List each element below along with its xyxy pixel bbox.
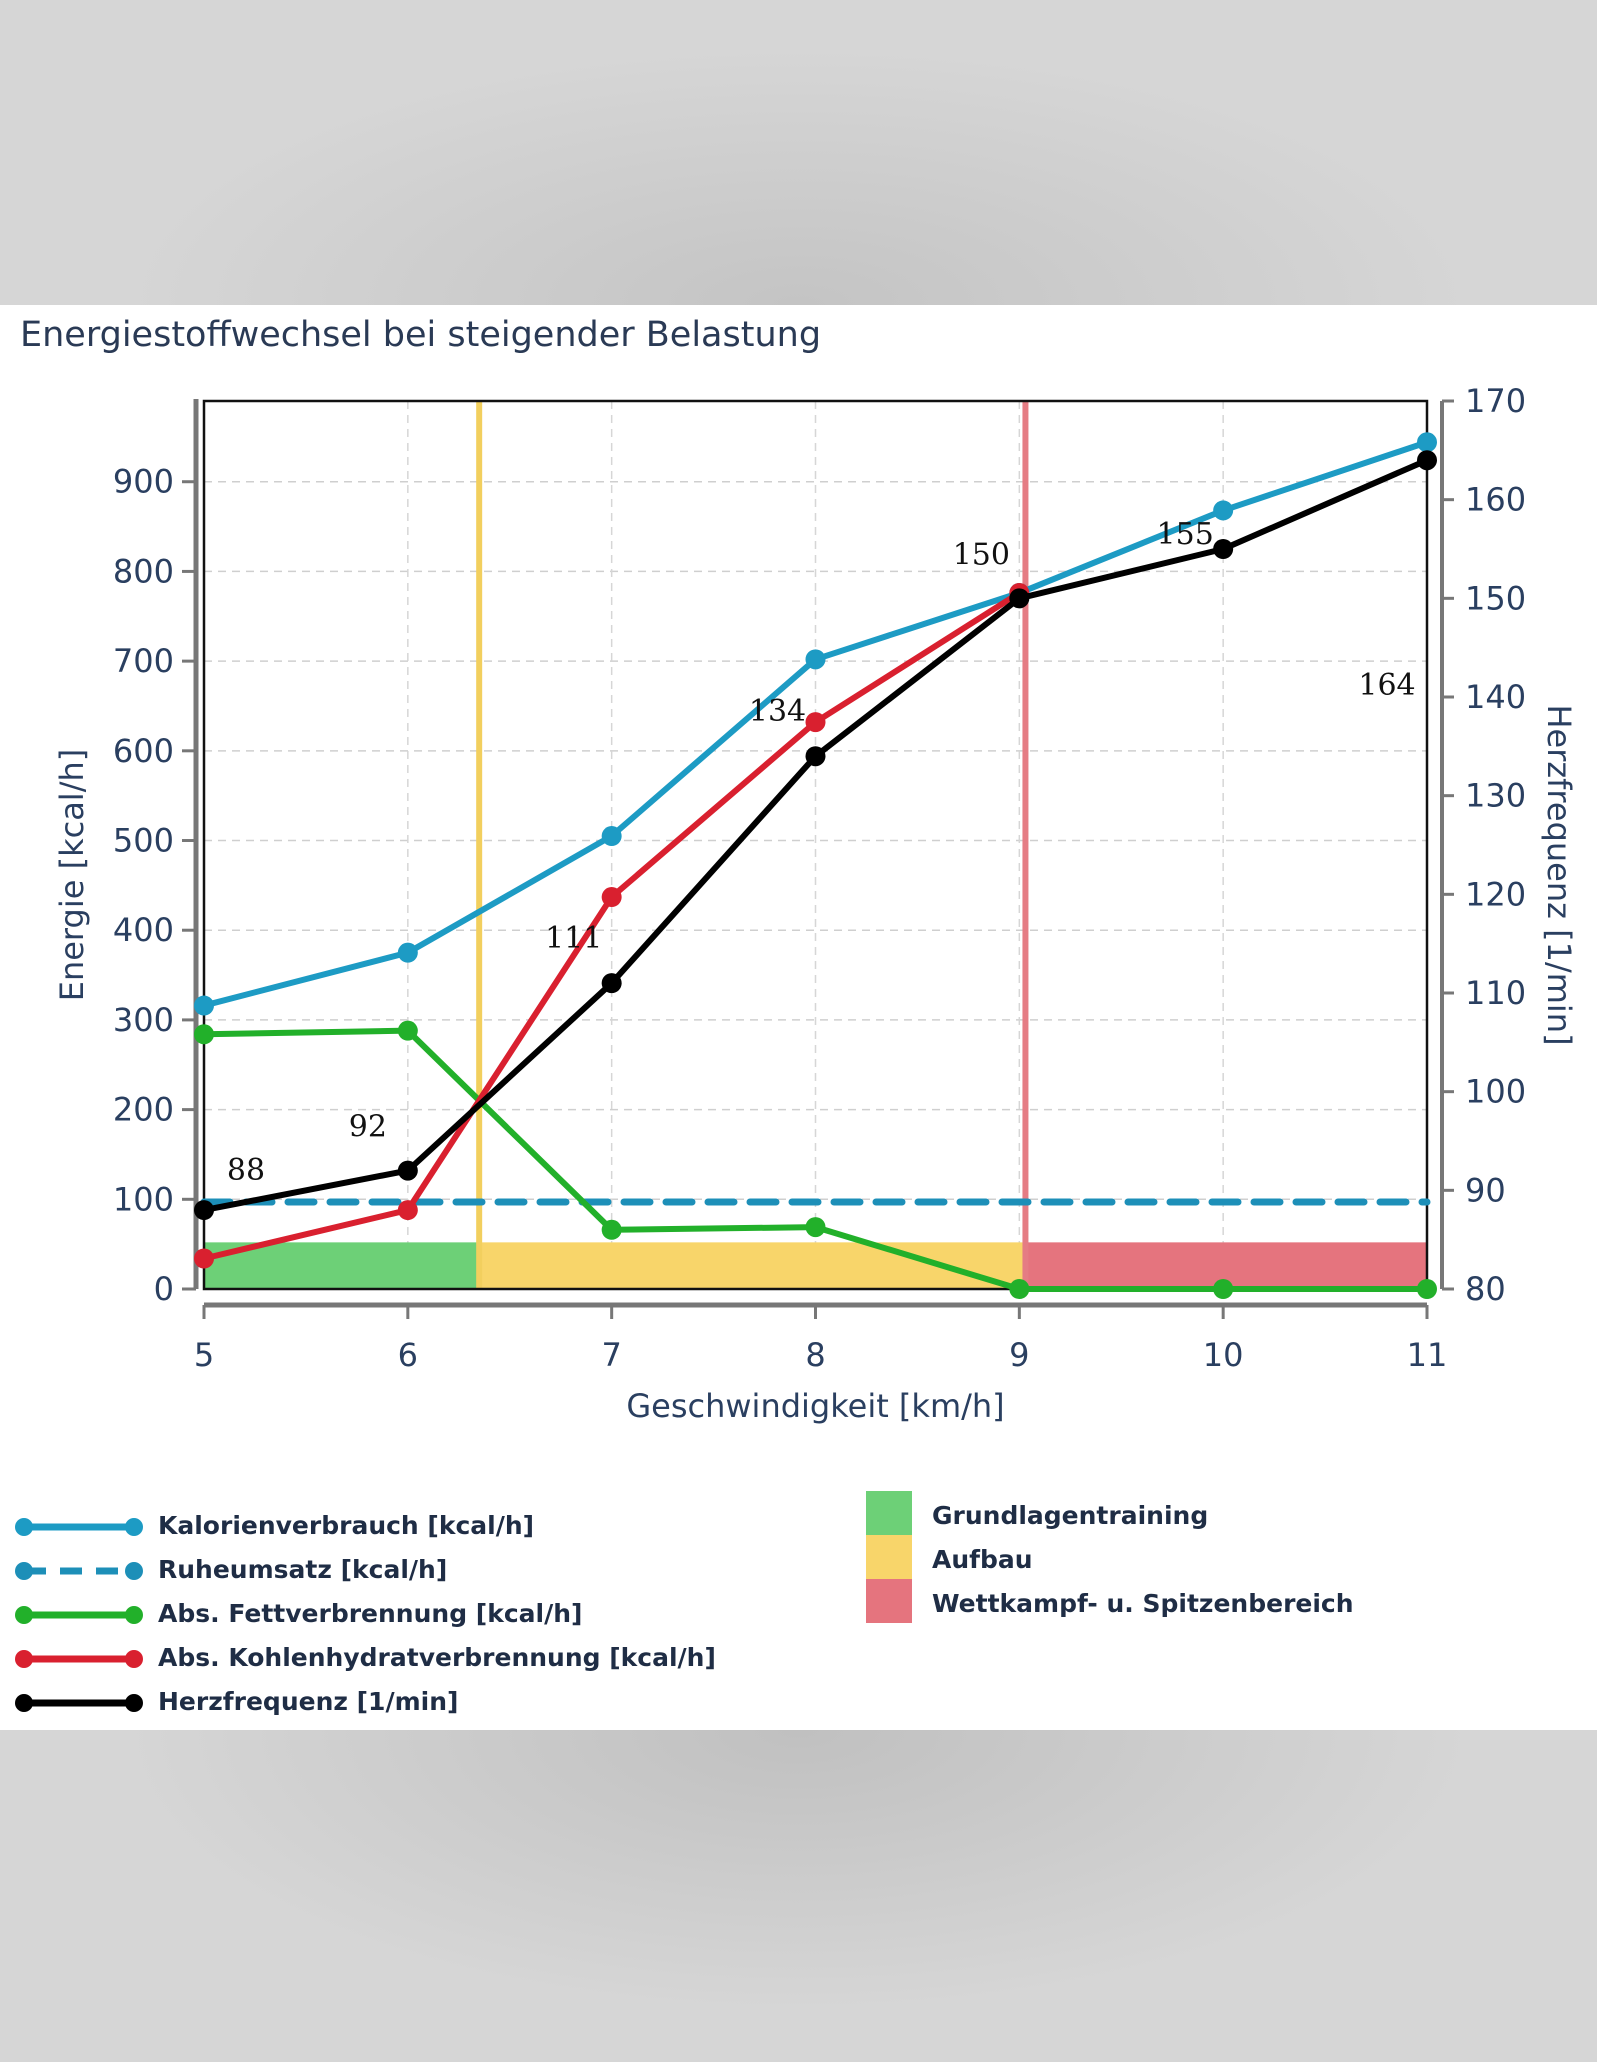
x-tick-label: 5 (194, 1336, 214, 1374)
data-point-0 (1213, 500, 1234, 521)
background-bottom (0, 1730, 1597, 2062)
data-point-2 (1009, 1279, 1030, 1299)
y-tick-label: 200 (113, 1091, 174, 1129)
y2-tick-label: 140 (1465, 678, 1526, 716)
chart-card: Energiestoffwechsel bei steigender Belas… (0, 305, 1597, 1730)
data-point-0 (601, 826, 622, 847)
data-point-2 (397, 1020, 418, 1041)
data-point-0 (397, 942, 418, 963)
data-point-4 (1009, 588, 1030, 609)
y-axis-label: Energie [kcal/h] (53, 749, 91, 1002)
hr-data-label: 155 (1157, 517, 1214, 552)
y-tick-label: 600 (113, 732, 174, 770)
legend-zone-label: Aufbau (932, 1545, 1033, 1574)
x-axis-label: Geschwindigkeit [km/h] (626, 1387, 1004, 1425)
x-tick-label: 8 (805, 1336, 825, 1374)
hr-data-label: 134 (749, 694, 806, 729)
x-tick-label: 7 (601, 1336, 621, 1374)
data-point-2 (805, 1217, 826, 1238)
y-tick-label: 800 (113, 552, 174, 590)
legend-label: Abs. Kohlenhydratverbrennung [kcal/h] (158, 1643, 716, 1672)
data-point-3 (397, 1200, 418, 1221)
zone-swatch-red (866, 1579, 912, 1623)
y-tick-label: 0 (154, 1270, 174, 1308)
y-tick-label: 300 (113, 1001, 174, 1039)
y2-tick-label: 120 (1465, 875, 1526, 913)
plot-frame (202, 399, 1429, 1291)
y2-tick-label: 100 (1465, 1073, 1526, 1111)
y-tick-label: 900 (113, 463, 174, 501)
x-tick-label: 11 (1407, 1336, 1448, 1374)
data-point-3 (601, 887, 622, 908)
data-point-3 (194, 1248, 214, 1269)
data-point-2 (1213, 1279, 1234, 1299)
data-point-4 (1417, 450, 1437, 471)
x-tick-label: 10 (1203, 1336, 1244, 1374)
y-tick-label: 700 (113, 642, 174, 680)
data-point-0 (194, 995, 214, 1016)
zone-legend: Grundlagentraining Aufbau Wettkampf- u. … (866, 1491, 1466, 1631)
legend-label: Kalorienverbrauch [kcal/h] (158, 1511, 535, 1540)
data-point-4 (805, 746, 826, 767)
hr-data-label: 88 (227, 1153, 265, 1188)
data-point-2 (194, 1024, 214, 1045)
data-point-4 (194, 1200, 214, 1221)
hr-data-label: 164 (1358, 668, 1415, 703)
zone-swatch-green (866, 1491, 912, 1535)
legend-zone-label: Wettkampf- u. Spitzenbereich (932, 1589, 1354, 1618)
y-tick-label: 400 (113, 911, 174, 949)
legend-zone-label: Grundlagentraining (932, 1501, 1209, 1530)
hr-data-label: 92 (349, 1110, 387, 1145)
hr-data-label: 150 (953, 537, 1010, 572)
y-tick-label: 100 (113, 1180, 174, 1218)
legend-label: Herzfrequenz [1/min] (158, 1687, 459, 1716)
data-point-0 (805, 649, 826, 670)
y2-tick-label: 160 (1465, 481, 1526, 519)
y2-tick-label: 150 (1465, 579, 1526, 617)
y-tick-label: 500 (113, 822, 174, 860)
series-legend: Kalorienverbrauch [kcal/h] Ruheumsatz [k… (10, 1505, 770, 1735)
zone-swatch-yellow (866, 1535, 912, 1579)
y2-tick-label: 110 (1465, 974, 1526, 1012)
background-top (0, 0, 1597, 305)
chart-title: Energiestoffwechsel bei steigender Belas… (20, 315, 822, 355)
legend-line-icon (15, 1650, 143, 1668)
legend-label: Ruheumsatz [kcal/h] (158, 1555, 448, 1584)
y2-tick-label: 170 (1465, 382, 1526, 420)
legend-dashed-line-icon (15, 1562, 143, 1580)
y2-axis-label: Herzfrequenz [1/min] (1540, 704, 1578, 1045)
data-point-4 (397, 1160, 418, 1181)
chart: 0 100 200 300 400 500 600 700 800 900 80 90 100 110 12… (53, 382, 1578, 1425)
legend-line-icon (15, 1694, 143, 1712)
hr-data-label: 111 (545, 921, 602, 956)
x-tick-label: 6 (398, 1336, 418, 1374)
legend-line-icon (15, 1518, 143, 1536)
data-point-3 (805, 712, 826, 733)
legend-line-icon (15, 1606, 143, 1624)
y2-tick-label: 80 (1465, 1270, 1506, 1308)
data-point-4 (1213, 539, 1234, 559)
data-point-4 (601, 973, 622, 994)
data-point-2 (601, 1219, 622, 1240)
legend-label: Abs. Fettverbrennung [kcal/h] (158, 1599, 583, 1628)
data-point-2 (1417, 1279, 1437, 1299)
y2-tick-label: 130 (1465, 777, 1526, 815)
data-point-0 (1417, 432, 1437, 453)
y2-tick-label: 90 (1465, 1171, 1506, 1209)
x-tick-label: 9 (1009, 1336, 1029, 1374)
